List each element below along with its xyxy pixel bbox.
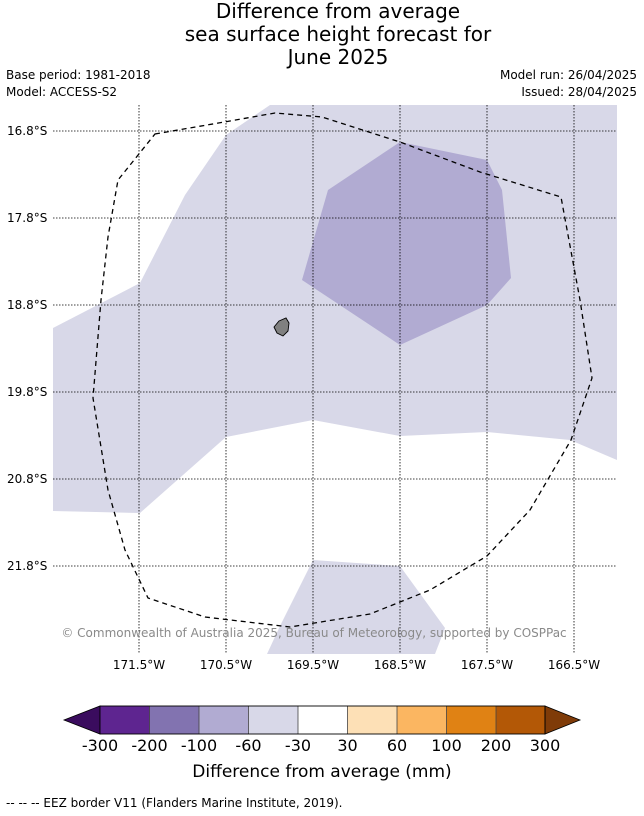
colorbar-segment	[149, 706, 199, 734]
copyright-text: © Commonwealth of Australia 2025, Bureau…	[61, 626, 566, 640]
lon-label: 167.5°W	[461, 658, 513, 672]
base-period: Base period: 1981-2018	[6, 68, 151, 82]
lat-label: 17.8°S	[7, 211, 47, 225]
eez-border	[92, 112, 593, 628]
model-name: Model: ACCESS-S2	[6, 85, 118, 99]
eez-legend-note: -- -- -- EEZ border V11 (Flanders Marine…	[6, 796, 343, 810]
island-shape	[273, 317, 290, 337]
lat-label: 19.8°S	[7, 385, 47, 399]
lon-label: 171.5°W	[113, 658, 165, 672]
anomaly-band-light	[53, 105, 617, 513]
colorbar-segment	[347, 706, 397, 734]
colorbar-segment	[397, 706, 447, 734]
lat-label: 16.8°S	[7, 124, 47, 138]
lat-label: 21.8°S	[7, 559, 47, 573]
colorbar-segment	[100, 706, 150, 734]
longitude-labels: 171.5°W 170.5°W 169.5°W 168.5°W 167.5°W …	[113, 658, 600, 672]
colorbar-tick-label: -200	[131, 736, 168, 755]
colorbar-tick-label: 30	[337, 736, 358, 755]
lon-label: 166.5°W	[548, 658, 600, 672]
anomaly-band-mid	[302, 142, 511, 345]
colorbar-segment	[199, 706, 249, 734]
latitude-labels: 16.8°S 17.8°S 18.8°S 19.8°S 20.8°S 21.8°…	[7, 124, 47, 573]
model-run: Model run: 26/04/2025	[499, 68, 637, 82]
lon-label: 168.5°W	[374, 658, 426, 672]
colorbar-segment	[248, 706, 298, 734]
colorbar-segment	[298, 706, 348, 734]
colorbar-tick-label: -60	[235, 736, 262, 755]
chart-title: Difference from average sea surface heig…	[0, 0, 644, 69]
title-line-1: Difference from average	[215, 0, 461, 23]
colorbar-tick-label: -300	[81, 736, 119, 755]
lat-label: 20.8°S	[7, 472, 47, 486]
lon-label: 169.5°W	[287, 658, 339, 672]
colorbar-title: Difference from average (mm)	[192, 762, 452, 782]
anomaly-band-light-south	[267, 560, 445, 654]
colorbar-tick-label: 60	[386, 736, 408, 755]
colorbar-high-arrow	[544, 705, 582, 735]
meta-left: Base period: 1981-2018 Model: ACCESS-S2	[6, 67, 151, 101]
title-line-2: sea surface height forecast for	[184, 22, 492, 46]
lat-label: 18.8°S	[7, 298, 47, 312]
meta-right: Model run: 26/04/2025 Issued: 28/04/2025	[500, 67, 637, 101]
title-line-3: June 2025	[287, 45, 389, 69]
issued-date: Issued: 28/04/2025	[521, 85, 637, 99]
map-area: © Commonwealth of Australia 2025, Bureau…	[53, 105, 617, 654]
colorbar-low-arrow	[62, 705, 101, 735]
lon-label: 170.5°W	[200, 658, 252, 672]
colorbar-tick-label: 200	[480, 736, 512, 755]
colorbar	[62, 705, 582, 735]
gridlines	[53, 105, 617, 654]
colorbar-tick-label: -30	[284, 736, 312, 755]
colorbar-tick-label: -100	[180, 736, 218, 755]
colorbar-segment	[496, 706, 545, 734]
colorbar-segment	[446, 706, 496, 734]
colorbar-tick-label: 100	[431, 736, 462, 755]
colorbar-tick-label: 300	[529, 736, 561, 755]
